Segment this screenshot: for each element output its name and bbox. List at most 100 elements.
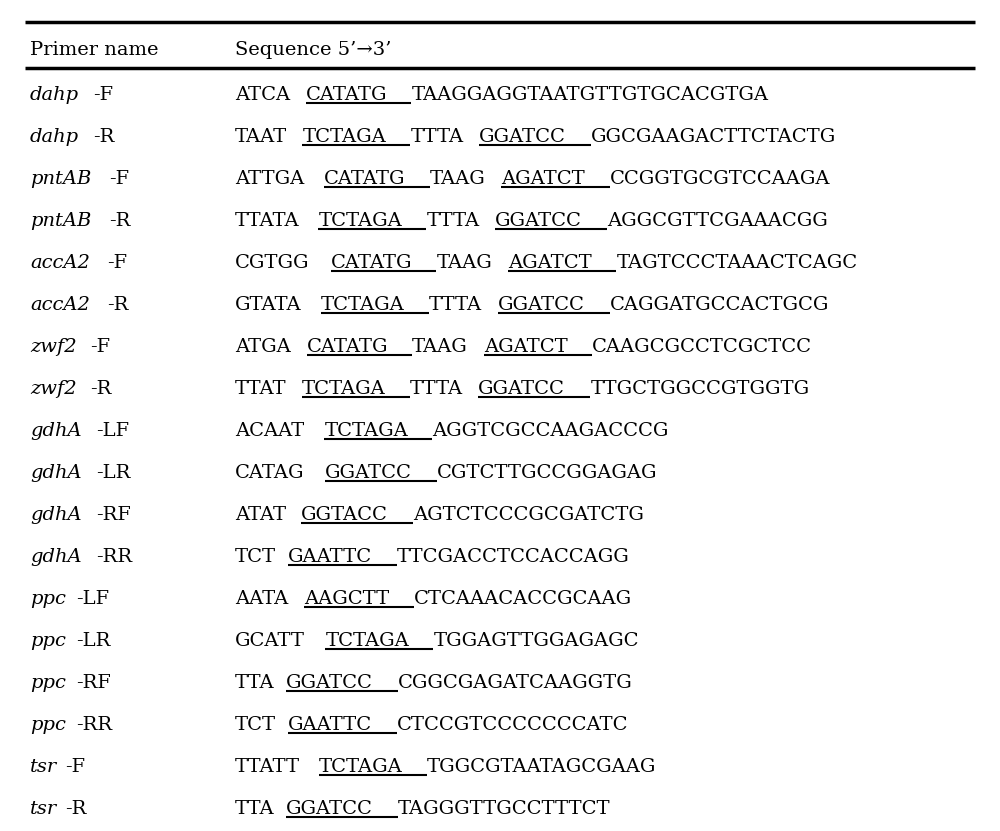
Text: ppc: ppc xyxy=(30,716,66,734)
Text: ATGA: ATGA xyxy=(235,338,291,356)
Text: -F: -F xyxy=(93,86,114,104)
Text: TCTAGA: TCTAGA xyxy=(302,380,385,398)
Text: GGATCC: GGATCC xyxy=(286,674,373,692)
Text: CGGCGAGATCAAGGTG: CGGCGAGATCAAGGTG xyxy=(398,674,633,692)
Text: AGGCGTTCGAAACGG: AGGCGTTCGAAACGG xyxy=(607,212,828,230)
Text: TTA: TTA xyxy=(235,800,275,818)
Text: GGATCC: GGATCC xyxy=(325,464,412,482)
Text: -R: -R xyxy=(107,296,129,314)
Text: CTCCGTCCCCCCCATC: CTCCGTCCCCCCCATC xyxy=(397,716,628,734)
Text: TCT: TCT xyxy=(235,548,276,566)
Text: -RR: -RR xyxy=(97,548,133,566)
Text: accA2: accA2 xyxy=(30,296,90,314)
Text: ppc: ppc xyxy=(30,590,66,608)
Text: TAAGGAGGTAATGTTGTGCACGTGA: TAAGGAGGTAATGTTGTGCACGTGA xyxy=(411,86,768,104)
Text: TTAT: TTAT xyxy=(235,380,287,398)
Text: TTTA: TTTA xyxy=(426,212,480,230)
Text: CTCAAACACCGCAAG: CTCAAACACCGCAAG xyxy=(414,590,632,608)
Text: ppc: ppc xyxy=(30,632,66,650)
Text: zwf2: zwf2 xyxy=(30,338,77,356)
Text: TAGTCCCTAAACTCAGC: TAGTCCCTAAACTCAGC xyxy=(616,254,857,272)
Text: TTA: TTA xyxy=(235,674,275,692)
Text: AGATCT: AGATCT xyxy=(508,254,592,272)
Text: GGATCC: GGATCC xyxy=(495,212,582,230)
Text: -LF: -LF xyxy=(76,590,109,608)
Text: CATATG: CATATG xyxy=(307,338,388,356)
Text: AGATCT: AGATCT xyxy=(501,170,585,188)
Text: -R: -R xyxy=(109,212,131,230)
Text: TTATA: TTATA xyxy=(235,212,300,230)
Text: gdhA: gdhA xyxy=(30,506,82,524)
Text: TCTAGA: TCTAGA xyxy=(302,128,386,146)
Text: TGGCGTAATAGCGAAG: TGGCGTAATAGCGAAG xyxy=(427,758,656,776)
Text: ACAAT: ACAAT xyxy=(235,422,304,440)
Text: -R: -R xyxy=(90,380,112,398)
Text: TAAG: TAAG xyxy=(430,170,485,188)
Text: CATAG: CATAG xyxy=(235,464,304,482)
Text: TCTAGA: TCTAGA xyxy=(324,422,408,440)
Text: TCT: TCT xyxy=(235,716,276,734)
Text: dahp: dahp xyxy=(30,128,79,146)
Text: CATATG: CATATG xyxy=(331,254,413,272)
Text: GGCGAAGACTTCTACTG: GGCGAAGACTTCTACTG xyxy=(591,128,836,146)
Text: GCATT: GCATT xyxy=(235,632,305,650)
Text: TCTAGA: TCTAGA xyxy=(318,212,402,230)
Text: -F: -F xyxy=(90,338,110,356)
Text: GAATTC: GAATTC xyxy=(288,548,372,566)
Text: gdhA: gdhA xyxy=(30,548,82,566)
Text: TTTA: TTTA xyxy=(429,296,482,314)
Text: -F: -F xyxy=(109,170,129,188)
Text: Sequence 5’→3’: Sequence 5’→3’ xyxy=(235,41,392,59)
Text: TTCGACCTCCACCAGG: TTCGACCTCCACCAGG xyxy=(397,548,629,566)
Text: -LR: -LR xyxy=(76,632,111,650)
Text: -LF: -LF xyxy=(97,422,130,440)
Text: -RR: -RR xyxy=(76,716,112,734)
Text: GGTACC: GGTACC xyxy=(301,506,388,524)
Text: AATA: AATA xyxy=(235,590,288,608)
Text: pntAB: pntAB xyxy=(30,170,91,188)
Text: AGTCTCCCGCGATCTG: AGTCTCCCGCGATCTG xyxy=(413,506,644,524)
Text: TTATT: TTATT xyxy=(235,758,300,776)
Text: -F: -F xyxy=(65,758,85,776)
Text: GGATCC: GGATCC xyxy=(498,296,584,314)
Text: pntAB: pntAB xyxy=(30,212,91,230)
Text: ATCA: ATCA xyxy=(235,86,290,104)
Text: TTTA: TTTA xyxy=(410,128,464,146)
Text: CAAGCGCCTCGCTCC: CAAGCGCCTCGCTCC xyxy=(592,338,812,356)
Text: GGATCC: GGATCC xyxy=(286,800,373,818)
Text: TCTAGA: TCTAGA xyxy=(319,758,403,776)
Text: AGGTCGCCAAGACCCG: AGGTCGCCAAGACCCG xyxy=(432,422,669,440)
Text: ppc: ppc xyxy=(30,674,66,692)
Text: -R: -R xyxy=(65,800,87,818)
Text: tsr: tsr xyxy=(30,800,57,818)
Text: ATTGA: ATTGA xyxy=(235,170,304,188)
Text: CAGGATGCCACTGCG: CAGGATGCCACTGCG xyxy=(610,296,829,314)
Text: AAGCTT: AAGCTT xyxy=(304,590,389,608)
Text: gdhA: gdhA xyxy=(30,422,82,440)
Text: Primer name: Primer name xyxy=(30,41,158,59)
Text: TAAG: TAAG xyxy=(436,254,492,272)
Text: TCTAGA: TCTAGA xyxy=(325,632,409,650)
Text: TGGAGTTGGAGAGC: TGGAGTTGGAGAGC xyxy=(433,632,639,650)
Text: TTTA: TTTA xyxy=(410,380,463,398)
Text: AGATCT: AGATCT xyxy=(484,338,568,356)
Text: -RF: -RF xyxy=(76,674,111,692)
Text: zwf2: zwf2 xyxy=(30,380,77,398)
Text: GGATCC: GGATCC xyxy=(479,128,566,146)
Text: -RF: -RF xyxy=(97,506,131,524)
Text: -LR: -LR xyxy=(97,464,131,482)
Text: ATAT: ATAT xyxy=(235,506,286,524)
Text: CGTCTTGCCGGAGAG: CGTCTTGCCGGAGAG xyxy=(437,464,657,482)
Text: gdhA: gdhA xyxy=(30,464,82,482)
Text: TAAG: TAAG xyxy=(412,338,468,356)
Text: -F: -F xyxy=(107,254,127,272)
Text: CGTGG: CGTGG xyxy=(235,254,310,272)
Text: GGATCC: GGATCC xyxy=(478,380,565,398)
Text: accA2: accA2 xyxy=(30,254,90,272)
Text: CATATG: CATATG xyxy=(306,86,388,104)
Text: TAGGGTTGCCTTTCT: TAGGGTTGCCTTTCT xyxy=(398,800,611,818)
Text: -R: -R xyxy=(93,128,115,146)
Text: TCTAGA: TCTAGA xyxy=(321,296,405,314)
Text: GTATA: GTATA xyxy=(235,296,302,314)
Text: CCGGTGCGTCCAAGA: CCGGTGCGTCCAAGA xyxy=(610,170,830,188)
